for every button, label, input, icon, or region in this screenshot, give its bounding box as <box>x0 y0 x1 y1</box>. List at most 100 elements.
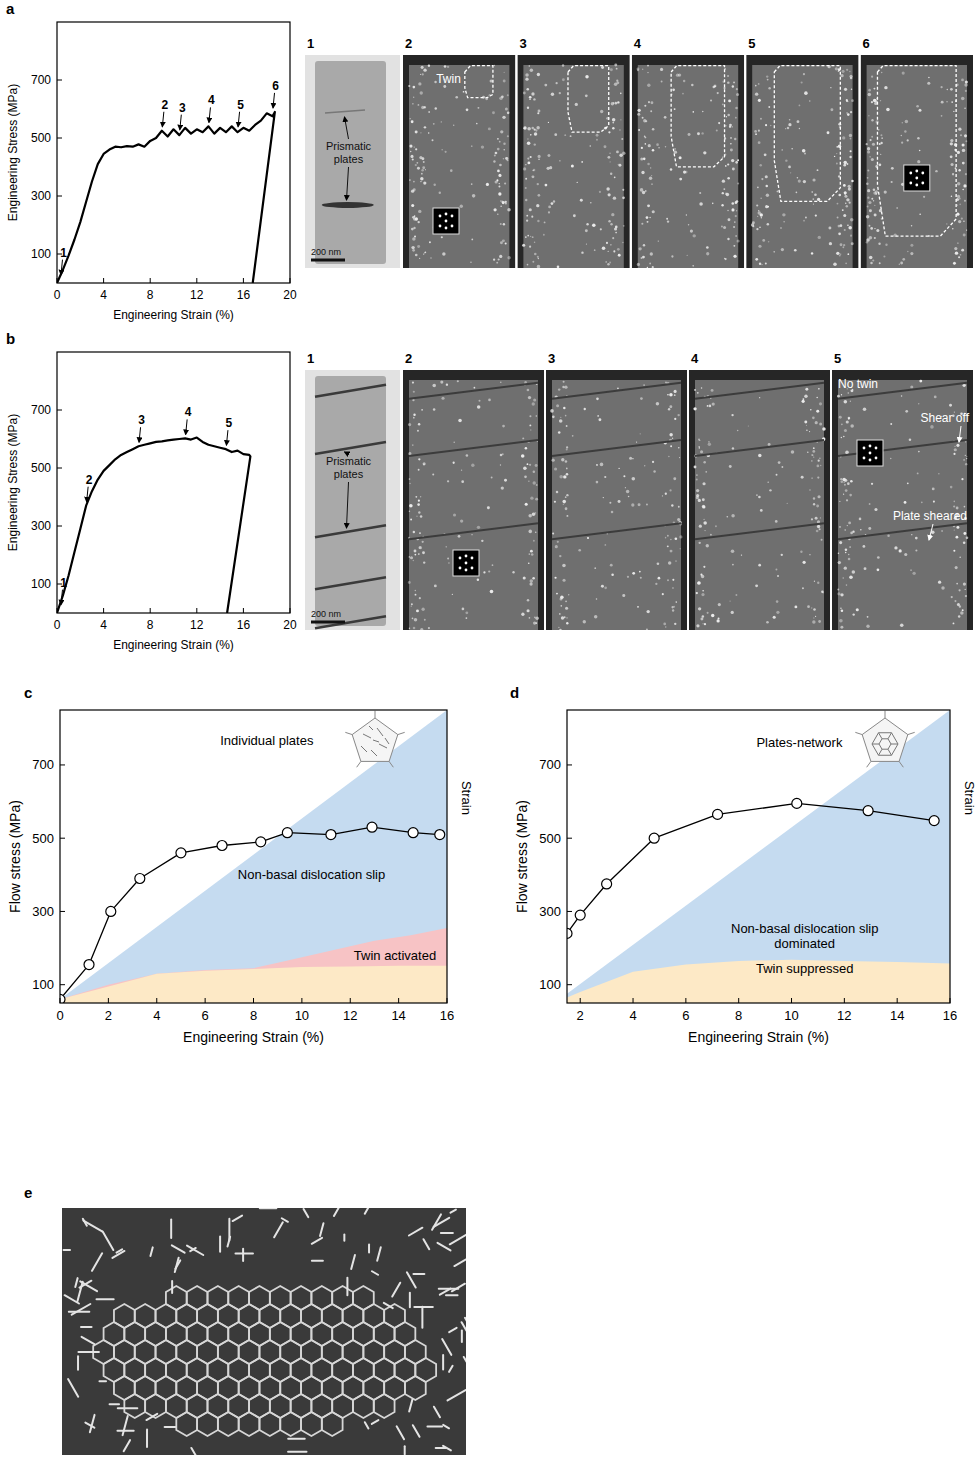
speckle <box>700 618 703 621</box>
speckle <box>416 162 418 164</box>
speckle <box>609 161 610 162</box>
speckle <box>610 564 613 567</box>
speckle <box>505 203 507 205</box>
plate-trace <box>72 1304 91 1315</box>
speckle <box>504 479 507 482</box>
speckle <box>645 143 647 145</box>
speckle <box>413 531 415 533</box>
speckle <box>727 238 729 240</box>
x-tick-label: 10 <box>295 1008 309 1023</box>
speckle <box>497 148 500 151</box>
speckle <box>414 618 418 622</box>
speckle <box>867 197 869 199</box>
speckle <box>559 613 561 615</box>
speckle <box>644 105 646 107</box>
speckle <box>770 125 772 127</box>
speckle <box>758 564 761 567</box>
scale-bar <box>311 621 345 624</box>
speckle <box>765 263 767 265</box>
speckle <box>646 610 649 613</box>
speckle <box>802 149 806 153</box>
speckle <box>424 252 425 253</box>
speckle <box>680 548 681 549</box>
speckle <box>775 569 777 571</box>
speckle <box>811 191 813 193</box>
speckle <box>938 581 941 584</box>
speckle <box>617 248 620 251</box>
speckle <box>526 220 528 222</box>
speckle <box>845 552 847 554</box>
speckle <box>821 539 823 541</box>
hexagon-cell <box>405 1376 426 1400</box>
speckle <box>894 546 897 549</box>
speckle <box>503 158 504 159</box>
speckle <box>682 93 684 95</box>
speckle <box>767 206 769 208</box>
speckle <box>488 399 491 402</box>
region-label: Non-basal dislocation slip <box>238 867 385 882</box>
x-tick <box>243 608 244 613</box>
micrograph-image <box>305 370 400 630</box>
diffraction-frame <box>904 165 930 191</box>
y-tick-label: 700 <box>31 403 51 417</box>
plot-frame <box>567 710 950 1003</box>
speckle <box>453 125 454 126</box>
speckle <box>917 160 920 163</box>
speckle <box>966 537 969 540</box>
speckle <box>409 145 412 148</box>
speckle <box>409 511 410 512</box>
speckle <box>552 459 555 462</box>
speckle <box>575 103 578 106</box>
speckle <box>500 200 502 202</box>
speckle <box>797 120 800 123</box>
speckle <box>812 454 814 456</box>
speckle <box>941 101 944 104</box>
speckle <box>560 605 562 607</box>
speckle <box>504 182 506 184</box>
speckle <box>964 83 967 86</box>
annotation: 1 <box>60 246 67 260</box>
speckle <box>444 65 447 68</box>
speckle <box>410 155 413 158</box>
speckle <box>769 489 771 491</box>
speckle <box>566 448 568 450</box>
region-area <box>567 710 950 1003</box>
plate-network <box>879 739 891 749</box>
speckle <box>953 622 955 624</box>
speckle <box>529 582 532 585</box>
speckle <box>843 184 846 187</box>
x-axis-title: Engineering Strain (%) <box>183 1029 324 1045</box>
speckle <box>499 183 500 184</box>
plot-frame <box>57 352 290 613</box>
speckle <box>613 196 616 199</box>
y-tick <box>57 196 62 197</box>
plot-area <box>57 112 275 283</box>
diffraction-spot <box>445 227 448 230</box>
speckle <box>819 423 822 426</box>
speckle <box>420 515 423 518</box>
speckle <box>916 105 919 108</box>
diffraction-spot <box>451 215 454 218</box>
speckle <box>562 564 566 568</box>
speckle <box>787 127 789 129</box>
speckle <box>416 516 417 517</box>
speckle <box>493 258 495 260</box>
speckle <box>953 111 954 112</box>
speckle <box>958 615 960 617</box>
plate-trace <box>441 1232 453 1234</box>
x-tick <box>791 998 792 1003</box>
speckle <box>557 541 559 543</box>
speckle <box>662 593 664 595</box>
plate-trace <box>436 1447 446 1449</box>
speckle <box>424 126 426 128</box>
speckle <box>423 69 426 72</box>
speckle <box>726 193 729 196</box>
speckle <box>844 229 846 231</box>
speckle <box>802 561 805 564</box>
speckle <box>766 194 769 197</box>
speckle <box>413 417 415 419</box>
x-tick-label: 12 <box>190 288 204 302</box>
plate-trace <box>116 1249 122 1252</box>
speckle <box>871 136 873 138</box>
speckle <box>432 474 434 476</box>
